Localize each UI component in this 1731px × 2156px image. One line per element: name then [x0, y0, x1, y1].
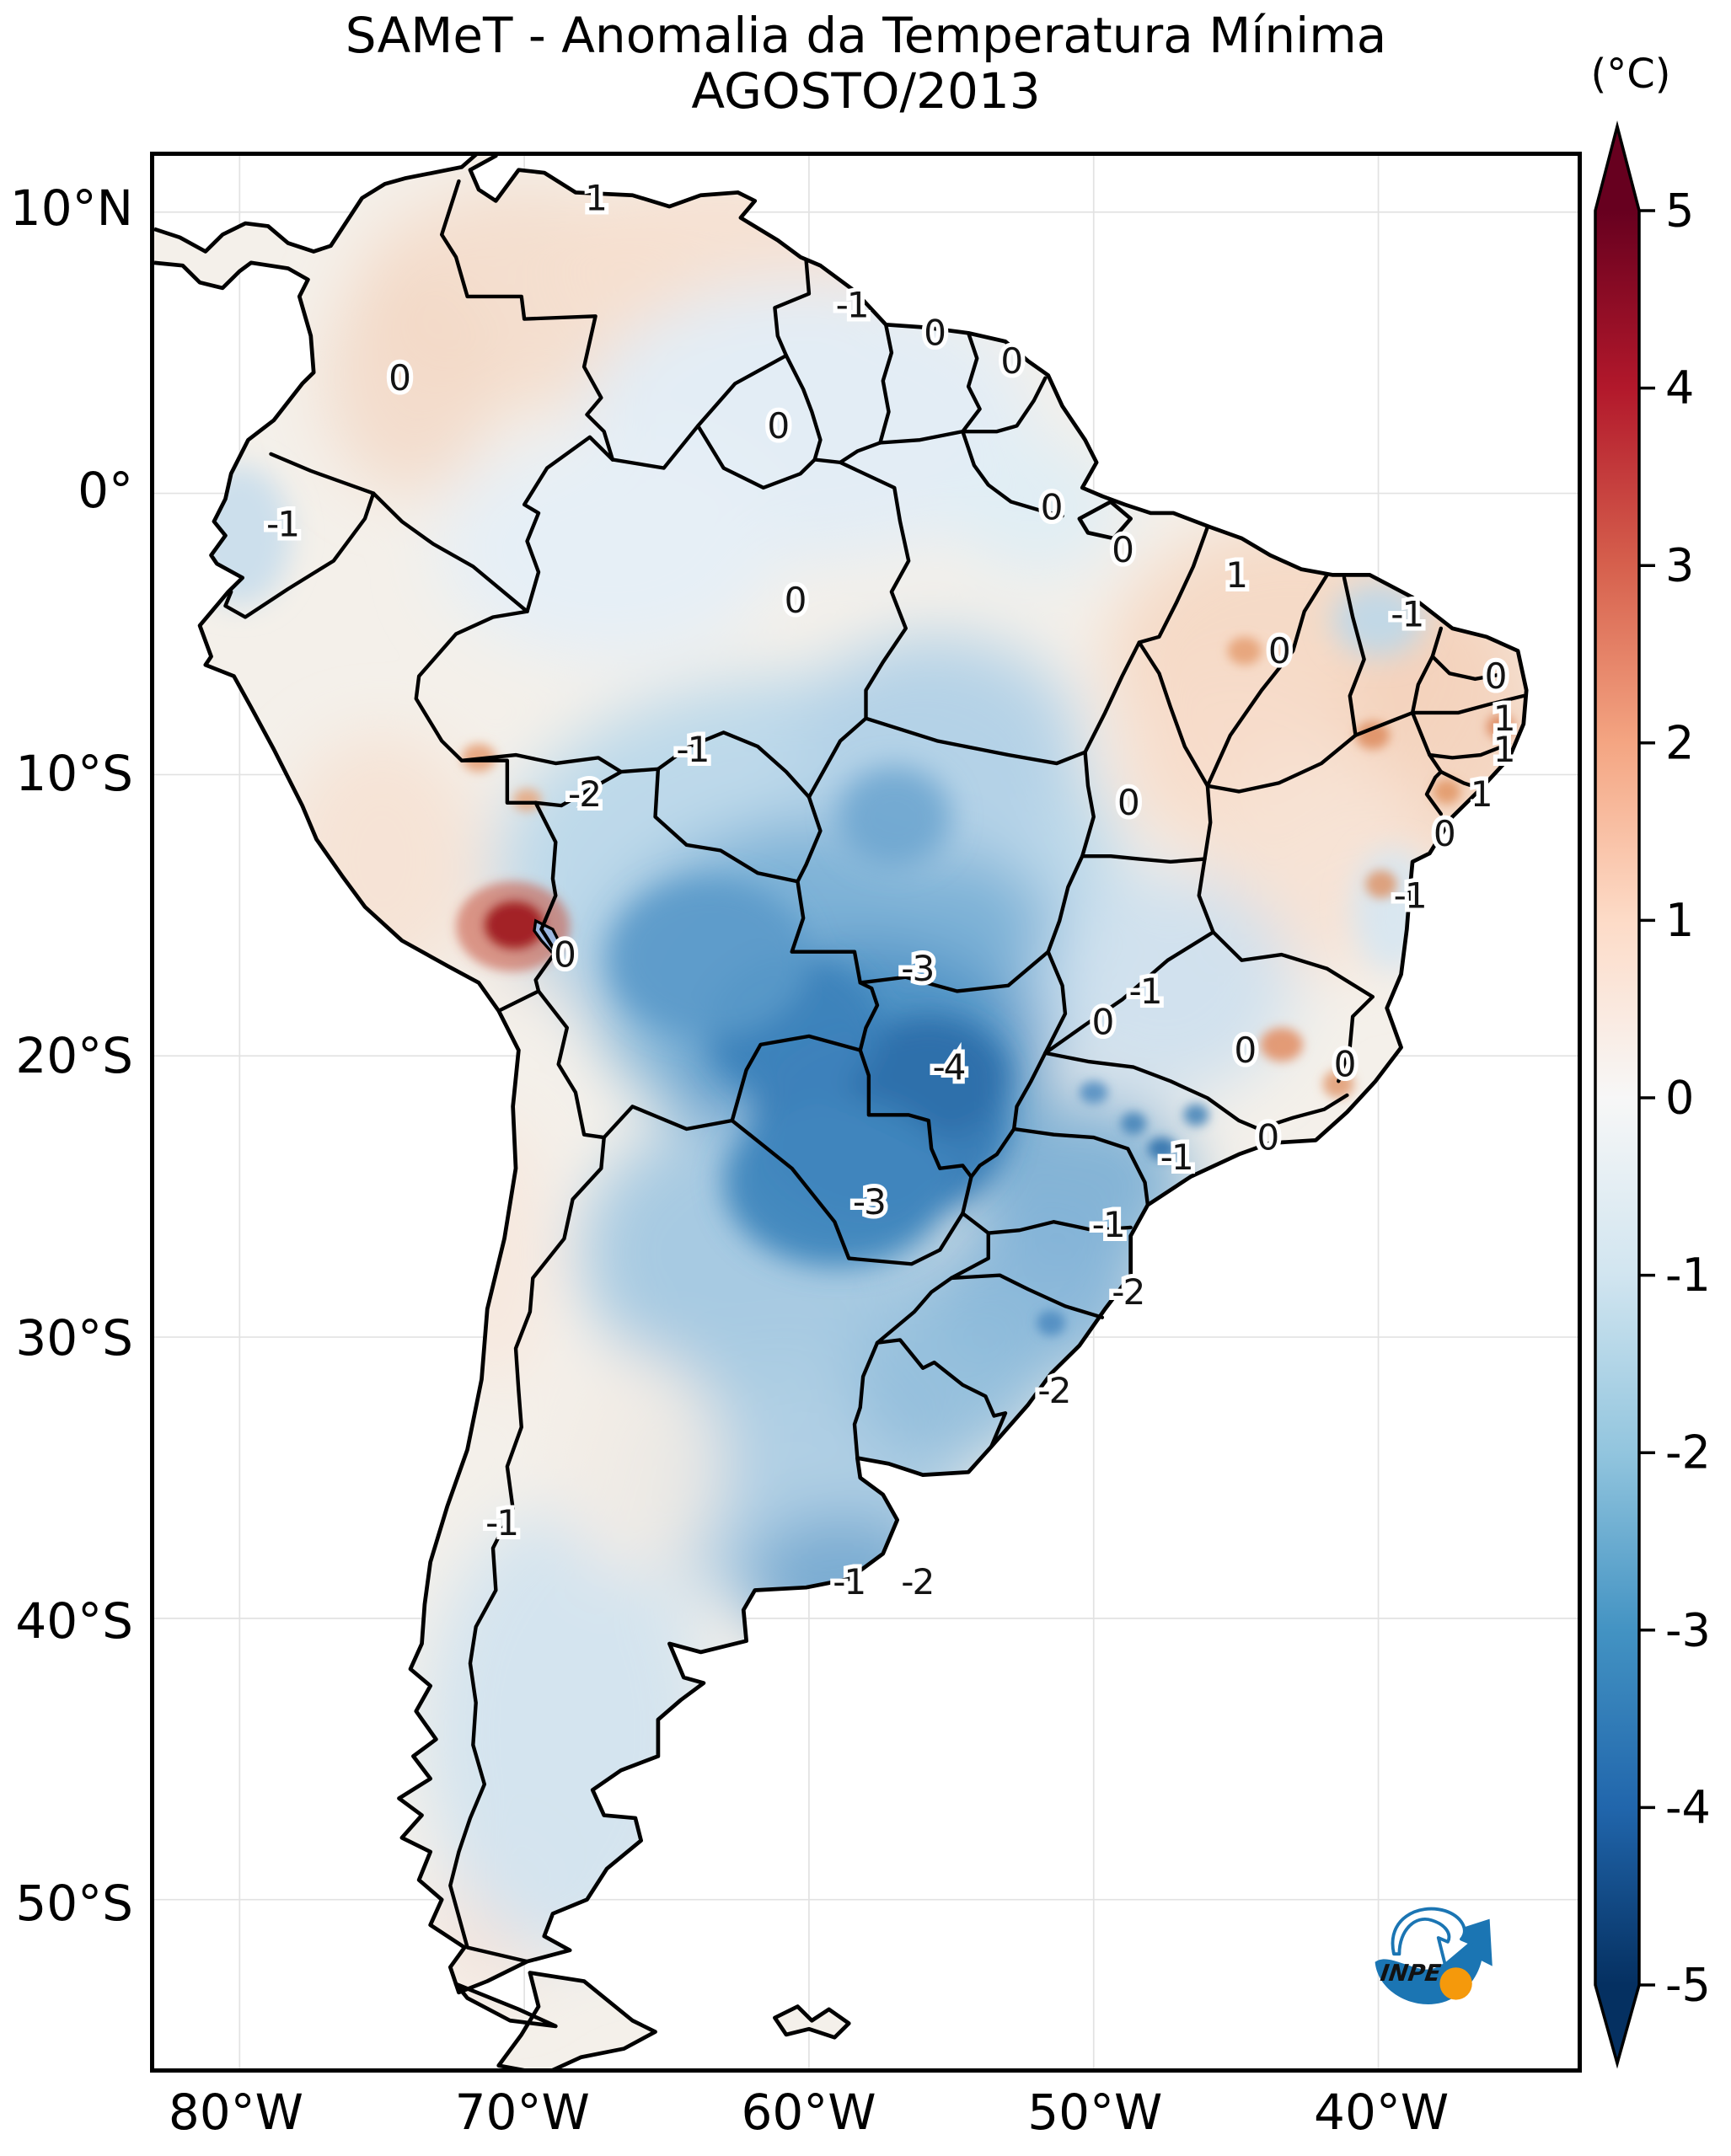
- lon-tick-label: 80°W: [168, 2084, 304, 2141]
- colorbar-tick-label: -3: [1665, 1603, 1711, 1656]
- colorbar-tick-label: -1: [1665, 1249, 1711, 1302]
- contour-label: -3: [901, 948, 933, 989]
- chart-title: SAMeT - Anomalia da Temperatura Mínima: [345, 7, 1387, 64]
- contour-label: 0: [1117, 782, 1139, 823]
- lon-tick-label: 50°W: [1027, 2084, 1163, 2141]
- colorbar-extend-max: [1595, 126, 1639, 211]
- colorbar-tick-label: -2: [1665, 1426, 1711, 1479]
- contour-label: -1: [1394, 875, 1426, 917]
- contour-label: -1: [676, 729, 708, 770]
- colorbar-tick-label: 2: [1665, 716, 1694, 769]
- contour-label: -1: [1092, 1204, 1124, 1245]
- contour-label: 0: [554, 934, 575, 976]
- colorbar-title: (°C): [1590, 51, 1671, 98]
- colorbar-tick-label: 4: [1665, 361, 1694, 415]
- lon-tick-label: 40°W: [1314, 2084, 1450, 2141]
- anomaly-field: [154, 156, 1527, 2068]
- colorbar-tick-label: 3: [1665, 539, 1694, 592]
- contour-label: 1: [1225, 554, 1246, 596]
- contour-label: -1: [836, 285, 868, 326]
- colorbar-tick-label: -5: [1665, 1959, 1711, 2012]
- contour-label: 0: [767, 405, 788, 447]
- contour-label: 1: [585, 178, 606, 219]
- inpe-orange-circle-icon: [1439, 1967, 1472, 2000]
- colorbar-gradient: [1595, 211, 1639, 1985]
- contour-label: 0: [1091, 1002, 1112, 1043]
- chart-subtitle: AGOSTO/2013: [691, 62, 1041, 120]
- contour-label: -1: [1391, 594, 1423, 635]
- contour-label: -4: [932, 1046, 964, 1088]
- colorbar-tick-label: 0: [1665, 1072, 1694, 1125]
- contour-label: 0: [924, 313, 945, 354]
- contour-label: 0: [1257, 1117, 1278, 1158]
- contour-label: -2: [568, 773, 600, 815]
- contour-label: 0: [1334, 1044, 1355, 1085]
- inpe-logo: INPE: [1375, 1907, 1493, 2005]
- contour-label: -1: [1160, 1137, 1192, 1178]
- lon-tick-label: 70°W: [454, 2084, 590, 2141]
- colorbar-ticks: 5 4 3 2 1 0 -1 -2 -3 -4 -5: [1639, 185, 1711, 2012]
- contour-label: 0: [785, 580, 806, 621]
- lat-tick-label: 10°S: [15, 744, 133, 802]
- contour-label: 0: [1000, 340, 1021, 382]
- contour-label: -1: [266, 504, 298, 545]
- map-plot-area: 1 0 -1 -1 0 0 0 0 0 0 1 -1 0 0 1 1 1 0 -1 -1 -2 0 0 -1 0 -3 -4 0 0 0-…: [150, 152, 1582, 2073]
- contour-label: 1: [1493, 729, 1514, 770]
- contour-label: -1: [485, 1502, 517, 1543]
- colorbar-tick-label: 1: [1665, 894, 1694, 947]
- country-borders: [223, 179, 1048, 1964]
- contour-label: 1: [1471, 773, 1492, 815]
- lat-tick-label: 10°N: [9, 179, 133, 238]
- contour-label: 0: [1268, 630, 1289, 671]
- colorbar-extend-min: [1595, 1985, 1639, 2063]
- contour-label: -1: [833, 1561, 865, 1602]
- lat-tick-label: 0°: [78, 462, 133, 520]
- colorbar-tick-label: 5: [1665, 185, 1694, 238]
- contour-label: -2: [1112, 1271, 1144, 1313]
- contour-label: 0: [389, 357, 410, 399]
- inpe-outline-arrow-icon: [1391, 1907, 1473, 1966]
- lat-tick-label: 30°S: [15, 1309, 133, 1367]
- contour-label: -2: [901, 1561, 933, 1602]
- lat-tick-label: 20°S: [15, 1026, 133, 1084]
- contour-label: -3: [853, 1181, 885, 1222]
- contour-label: 0: [1434, 813, 1455, 854]
- contour-label: 0: [1041, 487, 1062, 528]
- contour-label: 0: [1234, 1030, 1255, 1071]
- contour-label: 0: [1112, 529, 1133, 570]
- contour-label: 0: [1485, 655, 1506, 697]
- contour-label: -1: [1129, 971, 1161, 1012]
- lat-tick-label: 50°S: [15, 1874, 133, 1932]
- inpe-logo-text: INPE: [1379, 1961, 1443, 1987]
- lon-tick-label: 60°W: [741, 2084, 876, 2141]
- contour-label: -2: [1037, 1370, 1069, 1411]
- lat-tick-label: 40°S: [15, 1592, 133, 1650]
- colorbar: 5 4 3 2 1 0 -1 -2 -3 -4 -5: [1594, 120, 1711, 2069]
- colorbar-tick-label: -4: [1665, 1781, 1711, 1834]
- state-borders: [459, 424, 1526, 1319]
